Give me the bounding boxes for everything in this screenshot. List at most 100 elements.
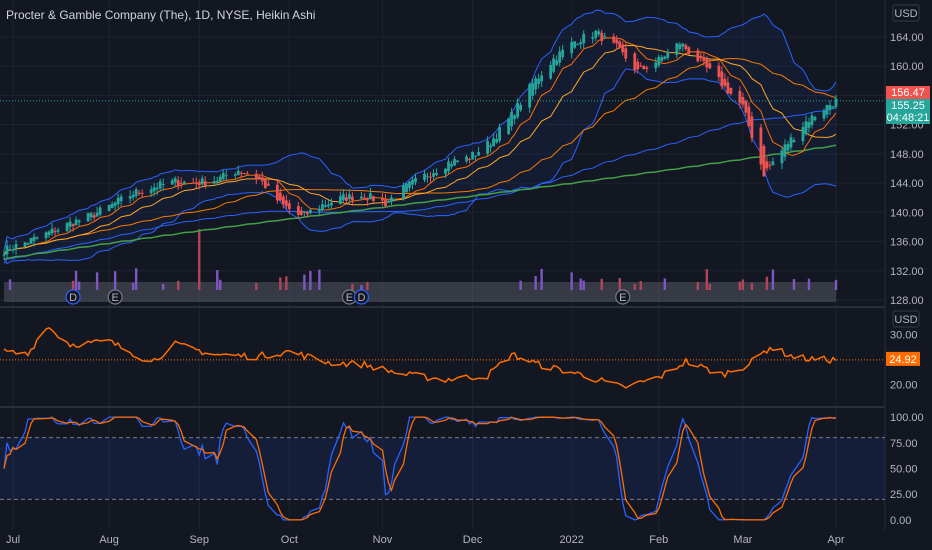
currency-label-vol: USD [894,314,917,326]
candle-body [390,197,393,202]
candle-body [155,187,159,190]
candle-body [14,243,18,250]
time-tick-label: Oct [281,534,298,546]
volume-bar [807,278,811,290]
candle-body [363,197,366,199]
currency-badge[interactable]: USD [892,4,920,22]
price-pane[interactable] [2,9,838,302]
candle-body [465,156,468,162]
volume-bar [351,283,354,290]
candle-body [221,172,225,180]
candle-body [804,121,808,135]
candle-body [660,57,664,62]
candle-body [266,183,270,186]
candle-body [633,53,637,71]
candle-body [558,51,562,63]
candle-body [801,127,805,142]
candle-body [26,243,30,245]
candle-body [657,56,661,66]
candle-body [423,173,426,181]
currency-badge-vol[interactable]: USD [892,310,920,328]
candle-body [600,32,604,41]
candle-body [119,196,123,202]
candle-body [200,178,204,185]
candle-body [723,78,727,86]
volatility-pane[interactable] [0,326,885,389]
candle-body [684,45,688,50]
candle-body [738,90,742,104]
candle-body [323,205,327,208]
candle-body [591,37,595,39]
candle-body [212,181,216,184]
stochastic-d-line [3,416,837,521]
candle-body [708,63,712,69]
candle-body [813,116,817,121]
candle-body [663,56,667,60]
candle-body [29,238,33,244]
volume-bar [741,279,745,290]
candle-body [345,197,348,201]
volume-bar [582,280,585,290]
candle-body [678,44,682,50]
candle-body [810,115,814,125]
stochastic-axis[interactable]: 100.00 75.00 50.00 25.00 0.00 [890,412,924,527]
volume-bar [219,279,222,290]
candle-body [53,231,57,233]
volume-bar [255,282,258,290]
candle-body [137,192,141,194]
volume-bar [131,282,135,290]
candle-body [308,209,312,214]
candle-body [74,219,78,226]
volume-bar [8,279,12,290]
candle-body [23,242,27,247]
volume-bar [540,268,543,290]
time-tick-label: Jul [6,534,20,546]
price-overlay-lines [3,9,837,265]
candle-body [450,164,453,167]
candle-body [329,202,333,206]
candle-body [369,193,372,200]
candle-body [594,30,598,38]
earnings-icon[interactable]: E [107,289,123,305]
price-tick-label: 128.00 [890,295,924,307]
time-tick-label: Nov [373,534,393,546]
candle-body [783,144,787,157]
volume-bar [765,276,769,290]
volume-bar [161,283,165,290]
candle-body [302,211,306,213]
volume-bar [366,282,369,290]
candle-body [720,71,724,87]
volatility-tick-label: 20.00 [890,380,918,392]
volume-bar [77,281,81,290]
candle-body [384,199,387,206]
earnings-icon[interactable]: E [615,289,631,305]
candle-body [573,41,577,48]
dividend-icon[interactable]: D [353,289,370,305]
stochastic-pane[interactable] [0,416,885,521]
candle-body [540,75,544,82]
dividend-icon[interactable]: D [65,289,81,305]
stochastic-tick-label: 100.00 [890,412,924,424]
bollinger-fill [4,10,836,264]
candle-body [5,245,9,255]
candle-body [149,189,153,194]
candle-body [528,84,532,108]
price-tick-label: 164.00 [890,32,924,44]
candle-body [765,161,769,169]
price-tick-label: 160.00 [890,61,924,73]
candle-body [789,137,793,148]
candle-body [360,196,363,199]
candle-body [107,204,111,212]
stochastic-tick-label: 0.00 [890,515,911,527]
candle-body [348,194,351,200]
time-axis[interactable]: Jul Aug Sep Oct Nov Dec 2022 Feb Mar Apr [6,534,845,546]
candle-body [453,159,456,166]
candle-body [342,194,345,201]
candle-body [326,204,330,207]
price-badge-label: 04:48:21 [887,112,930,124]
candle-body [281,196,285,205]
volatility-badge-label: 24.92 [889,354,917,366]
volume-bar [134,268,138,290]
